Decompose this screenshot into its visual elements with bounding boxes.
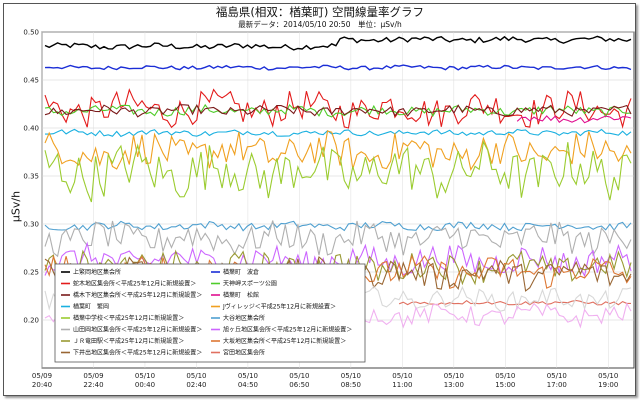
y-tick-label: 0.30 <box>23 221 39 229</box>
legend-label: 宮田地区集会所 <box>223 349 265 357</box>
x-tick-time: 00:40 <box>135 381 155 389</box>
series-line <box>44 249 632 286</box>
series-line <box>45 128 632 138</box>
x-tick-date: 05/10 <box>598 372 618 380</box>
legend-label: 下井出地区集会所＜平成25年12月に新規設置＞ <box>73 349 202 357</box>
legend-label: 大坂地区集会所＜平成25年12月に新規設置＞ <box>223 337 346 345</box>
x-tick-date: 05/09 <box>83 372 103 380</box>
legend-label: 大谷地区集会所 <box>223 314 265 322</box>
y-tick-label: 0.35 <box>23 173 39 181</box>
y-tick-label: 0.50 <box>23 29 39 37</box>
y-tick-label: 0.40 <box>23 125 39 133</box>
legend-label: 上繁岡地区集会所 <box>73 268 121 276</box>
chart-title: 福島県(相双：楢葉町) 空間線量率グラフ <box>215 5 425 19</box>
x-tick-time: 04:50 <box>238 381 258 389</box>
x-tick-time: 19:00 <box>598 381 618 389</box>
legend-label: 橋木下地区集会所＜平成25年12月に新規設置＞ <box>73 291 202 299</box>
x-tick-date: 05/10 <box>289 372 309 380</box>
chart-subtitle: 最新データ：2014/05/10 20:50 単位：μSv/h <box>238 20 402 29</box>
series-line <box>516 115 632 124</box>
legend-label: 天神岬スポーツ公園 <box>223 280 277 288</box>
y-tick-label: 0.25 <box>23 269 39 277</box>
x-tick-date: 05/09 <box>32 372 52 380</box>
x-tick-date: 05/10 <box>341 372 361 380</box>
series-line <box>44 64 632 71</box>
legend-label: 楢葉町 繁岡 <box>73 303 109 311</box>
y-tick-label: 0.45 <box>23 77 39 85</box>
legend-label: 楢葉町 波倉 <box>223 268 259 276</box>
legend-label: 楢葉町 松館 <box>223 291 259 299</box>
series-line <box>44 220 632 258</box>
x-tick-time: 22:40 <box>83 381 103 389</box>
legend-label: 楢葉中学校＜平成25年12月に新規設置＞ <box>73 314 184 322</box>
legend-label: ＪＲ竜田駅＜平成25年12月に新規設置＞ <box>73 337 184 345</box>
x-tick-date: 05/10 <box>392 372 412 380</box>
legend-label: 蛇木地区集会所＜平成25年12月に新規設置＞ <box>73 280 196 288</box>
x-tick-date: 05/10 <box>186 372 206 380</box>
series-line <box>44 103 632 118</box>
x-tick-time: 15:00 <box>495 381 515 389</box>
x-tick-date: 05/10 <box>238 372 258 380</box>
x-tick-time: 11:00 <box>392 381 412 389</box>
x-tick-time: 13:00 <box>444 381 464 389</box>
legend-label: 山田岡地区集会所＜平成25年12月に新規設置＞ <box>73 326 202 334</box>
series-line <box>44 220 632 232</box>
x-tick-time: 02:40 <box>186 381 206 389</box>
x-tick-time: 08:50 <box>341 381 361 389</box>
x-tick-date: 05/10 <box>135 372 155 380</box>
x-tick-date: 05/10 <box>495 372 515 380</box>
x-tick-time: 20:40 <box>32 381 52 389</box>
x-tick-date: 05/10 <box>444 372 464 380</box>
legend-label: Jヴィレッジ＜平成25年12月に新規設置＞ <box>222 303 336 311</box>
y-tick-label: 0.20 <box>23 317 39 325</box>
x-tick-time: 06:50 <box>289 381 309 389</box>
x-tick-date: 05/10 <box>547 372 567 380</box>
legend-label: 旭ヶ丘地区集会所＜平成25年12月に新規設置＞ <box>223 326 352 334</box>
series-line <box>44 140 632 203</box>
legend-box <box>54 263 366 363</box>
series-line <box>44 35 632 51</box>
series-line <box>44 103 632 118</box>
x-tick-time: 17:00 <box>547 381 567 389</box>
